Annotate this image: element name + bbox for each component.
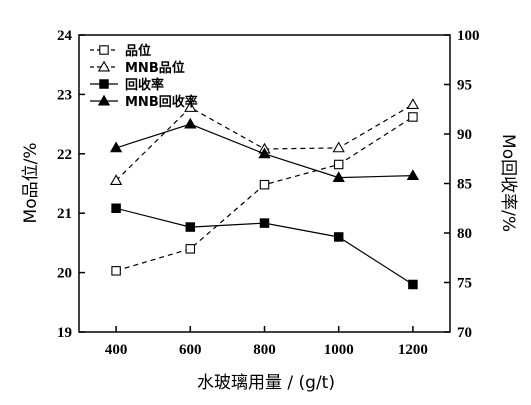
y-right-tick-label: 70 xyxy=(457,325,472,341)
y-right-tick-label: 90 xyxy=(457,127,472,143)
legend-item: 回收率 xyxy=(90,77,164,93)
series-4 xyxy=(109,117,420,183)
data-point xyxy=(332,141,345,153)
data-point xyxy=(408,112,418,122)
y-left-tick-label: 24 xyxy=(57,28,73,44)
legend-item: MNB回收率 xyxy=(90,94,198,110)
series-3 xyxy=(111,203,418,290)
y-right-tick-label: 100 xyxy=(457,28,480,44)
series-layer xyxy=(109,98,420,290)
legend-label: MNB品位 xyxy=(125,60,185,76)
x-tick-label: 600 xyxy=(179,342,202,358)
y-right-axis-title: Mo回收率/% xyxy=(498,134,518,232)
y-left-tick-label: 22 xyxy=(57,147,72,163)
y-left-tick-label: 23 xyxy=(57,87,72,103)
data-point xyxy=(333,159,344,170)
x-axis-title: 水玻璃用量 / (g/t) xyxy=(197,373,335,393)
data-point xyxy=(111,266,121,276)
legend-label: 品位 xyxy=(125,43,151,59)
x-tick-label: 800 xyxy=(253,342,276,358)
x-tick-label: 1000 xyxy=(324,342,354,358)
data-point xyxy=(109,141,123,153)
data-point xyxy=(184,101,197,112)
data-point xyxy=(406,98,420,109)
legend-marker xyxy=(99,45,109,55)
legend-label: 回收率 xyxy=(125,77,164,93)
data-point xyxy=(406,169,420,181)
data-point xyxy=(109,174,123,185)
legend-marker xyxy=(97,94,111,106)
legend-item: 品位 xyxy=(90,43,151,59)
data-point xyxy=(332,171,345,183)
legend-label: MNB回收率 xyxy=(125,94,198,110)
y-right-tick-label: 95 xyxy=(457,78,472,94)
y-right-tick-label: 75 xyxy=(457,276,472,292)
data-point xyxy=(184,117,197,129)
x-tick-label: 1200 xyxy=(398,342,428,358)
y-right-tick-label: 80 xyxy=(457,226,472,242)
tick-layer: 400 600 800 1000 1200 19 20 21 22 23 24 70 75 80 85 90 9… xyxy=(57,28,480,358)
data-point xyxy=(111,203,121,214)
y-right-tick-label: 85 xyxy=(457,177,472,193)
data-point xyxy=(259,218,270,228)
data-point xyxy=(185,222,196,232)
legend-item: MNB品位 xyxy=(90,60,185,76)
y-left-tick-label: 20 xyxy=(57,266,72,282)
y-left-tick-label: 19 xyxy=(57,325,72,341)
legend-marker xyxy=(99,79,109,89)
series-1 xyxy=(111,112,418,276)
y-left-tick-label: 21 xyxy=(57,206,72,222)
x-tick-label: 400 xyxy=(105,342,128,358)
data-point xyxy=(333,232,344,242)
data-point xyxy=(408,279,418,290)
data-point xyxy=(258,147,271,159)
data-point xyxy=(259,179,270,190)
y-left-axis-title: Mo品位/% xyxy=(21,143,41,224)
legend-marker xyxy=(97,60,111,72)
data-point xyxy=(185,244,196,254)
